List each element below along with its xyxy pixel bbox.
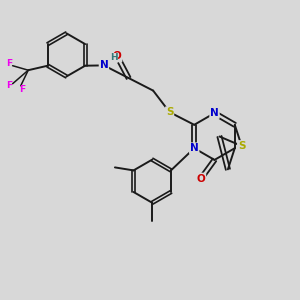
Text: S: S [238,141,245,151]
Text: H: H [110,53,117,62]
Text: O: O [113,51,122,62]
Text: F: F [6,59,12,68]
Text: N: N [190,143,199,153]
Text: O: O [196,173,206,184]
Text: F: F [19,85,25,94]
Text: F: F [6,81,12,90]
Text: S: S [166,107,173,117]
Text: N: N [100,60,108,70]
Text: N: N [210,108,219,118]
